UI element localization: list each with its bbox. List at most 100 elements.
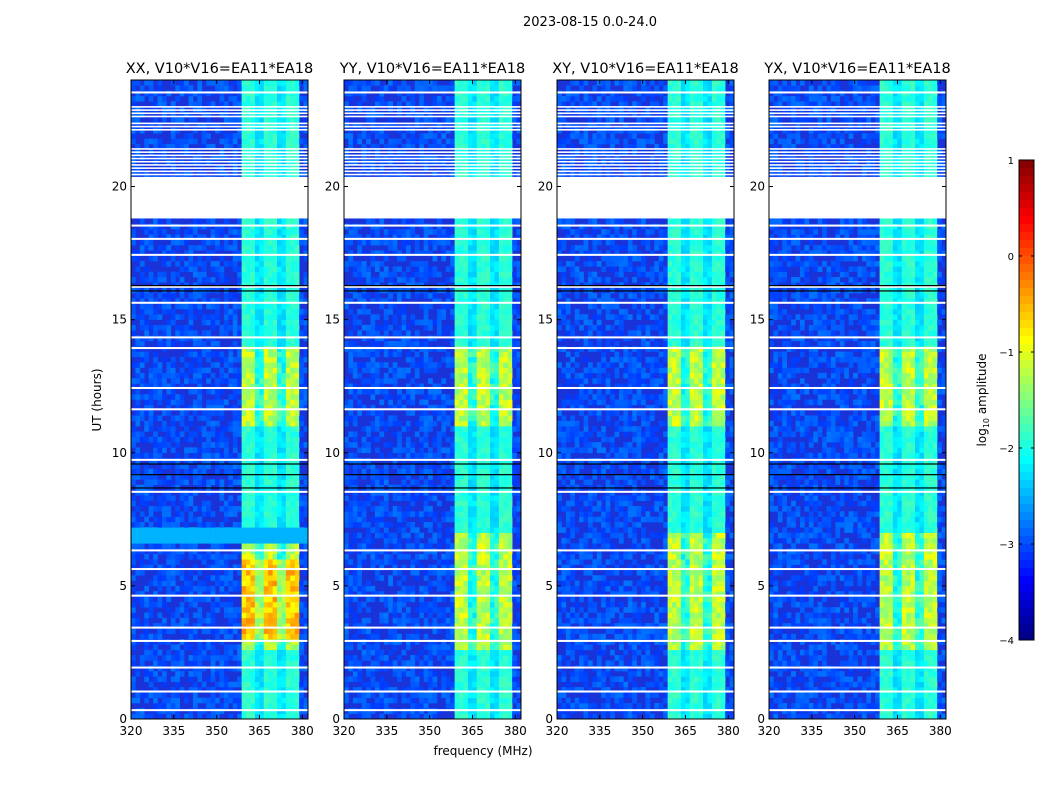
heatmap-cell [254, 692, 260, 699]
heatmap-cell [254, 665, 260, 672]
heatmap-cell [272, 495, 278, 501]
heatmap-cell [223, 218, 229, 225]
heatmap-cell [476, 495, 482, 501]
heatmap-cell [459, 628, 464, 635]
heatmap-cell [237, 410, 242, 416]
heatmap-cell [352, 511, 358, 517]
heatmap-cell [277, 335, 282, 342]
heatmap-cell [423, 495, 429, 501]
heatmap-cell [157, 649, 163, 656]
heatmap-cell [490, 580, 495, 587]
heatmap-cell [498, 623, 504, 629]
heatmap-cell [241, 532, 247, 539]
heatmap-cell [228, 687, 234, 693]
heatmap-cell [170, 516, 176, 523]
heatmap-cell [441, 553, 447, 560]
heatmap-cell [228, 90, 234, 97]
heatmap-cell [241, 85, 247, 91]
heatmap-cell [463, 617, 469, 624]
heatmap-cell [153, 474, 158, 480]
heatmap-cell [192, 660, 198, 667]
heatmap-cell [388, 580, 393, 587]
heatmap-cell [388, 521, 393, 528]
heatmap-cell [268, 490, 273, 496]
heatmap-cell [281, 665, 287, 672]
heatmap-cell [454, 495, 460, 501]
heatmap-cell [232, 479, 238, 486]
heatmap-cell [277, 154, 282, 161]
heatmap-cell [268, 245, 273, 251]
heatmap-cell [285, 117, 291, 123]
heatmap-cell [294, 298, 300, 304]
heatmap-cell [432, 713, 438, 719]
heatmap-cell [206, 367, 211, 374]
heatmap-cell [268, 410, 273, 416]
heatmap-cell [241, 330, 247, 336]
heatmap-cell [454, 623, 460, 629]
heatmap-cell [366, 543, 371, 549]
heatmap-cell [272, 532, 278, 539]
heatmap-cell [201, 553, 207, 560]
heatmap-cell [157, 143, 163, 150]
heatmap-cell [285, 681, 291, 688]
heatmap-cell [148, 308, 154, 315]
heatmap-cell [215, 447, 220, 454]
heatmap-cell [383, 623, 389, 629]
heatmap-cell [485, 697, 491, 704]
heatmap-cell [490, 516, 495, 523]
heatmap-cell [170, 436, 176, 443]
heatmap-cell [348, 548, 354, 555]
heatmap-cell [272, 223, 278, 230]
heatmap-cell [179, 490, 185, 496]
heatmap-cell [161, 298, 167, 304]
heatmap-cell [246, 298, 251, 304]
heatmap-cell [268, 298, 273, 304]
heatmap-cell [490, 697, 495, 704]
heatmap-cell [281, 676, 287, 683]
heatmap-cell [277, 543, 282, 549]
heatmap-cell [476, 506, 482, 512]
heatmap-cell [259, 628, 265, 635]
heatmap-cell [476, 537, 482, 544]
heatmap-cell [516, 601, 521, 608]
heatmap-cell [503, 676, 509, 683]
heatmap-cell [201, 277, 207, 283]
heatmap-cell [206, 527, 211, 533]
heatmap-cell [188, 516, 194, 523]
heatmap-cell [423, 591, 429, 597]
heatmap-cell [215, 351, 220, 358]
heatmap-cell [139, 708, 145, 714]
heatmap-cell [268, 479, 273, 486]
heatmap-cell [352, 655, 358, 661]
heatmap-cell [192, 703, 198, 709]
heatmap-cell [263, 649, 269, 656]
heatmap-cell [197, 649, 203, 656]
heatmap-cell [290, 346, 296, 352]
heatmap-cell [131, 330, 136, 336]
heatmap-cell [228, 378, 234, 384]
heatmap-cell [175, 431, 180, 438]
heatmap-cell [490, 644, 495, 651]
heatmap-cell [459, 591, 464, 597]
heatmap-cell [472, 553, 478, 560]
heatmap-cell [366, 681, 371, 688]
heatmap-cell [131, 633, 136, 640]
heatmap-cell [503, 543, 509, 549]
heatmap-cell [170, 159, 176, 166]
heatmap-cell [223, 580, 229, 587]
heatmap-cell [485, 585, 491, 592]
heatmap-cell [423, 521, 429, 528]
heatmap-cell [170, 388, 176, 395]
heatmap-cell [250, 330, 256, 336]
heatmap-cell [397, 639, 402, 645]
heatmap-cell [294, 245, 300, 251]
heatmap-cell [206, 388, 211, 395]
y-tick-label: 0 [119, 712, 127, 726]
heatmap-cell [357, 601, 362, 608]
heatmap-cell [259, 319, 265, 326]
heatmap-cell [197, 303, 203, 310]
heatmap-cell [246, 346, 251, 352]
heatmap-cell [348, 585, 354, 592]
heatmap-cell [197, 697, 203, 704]
heatmap-cell [166, 495, 172, 501]
